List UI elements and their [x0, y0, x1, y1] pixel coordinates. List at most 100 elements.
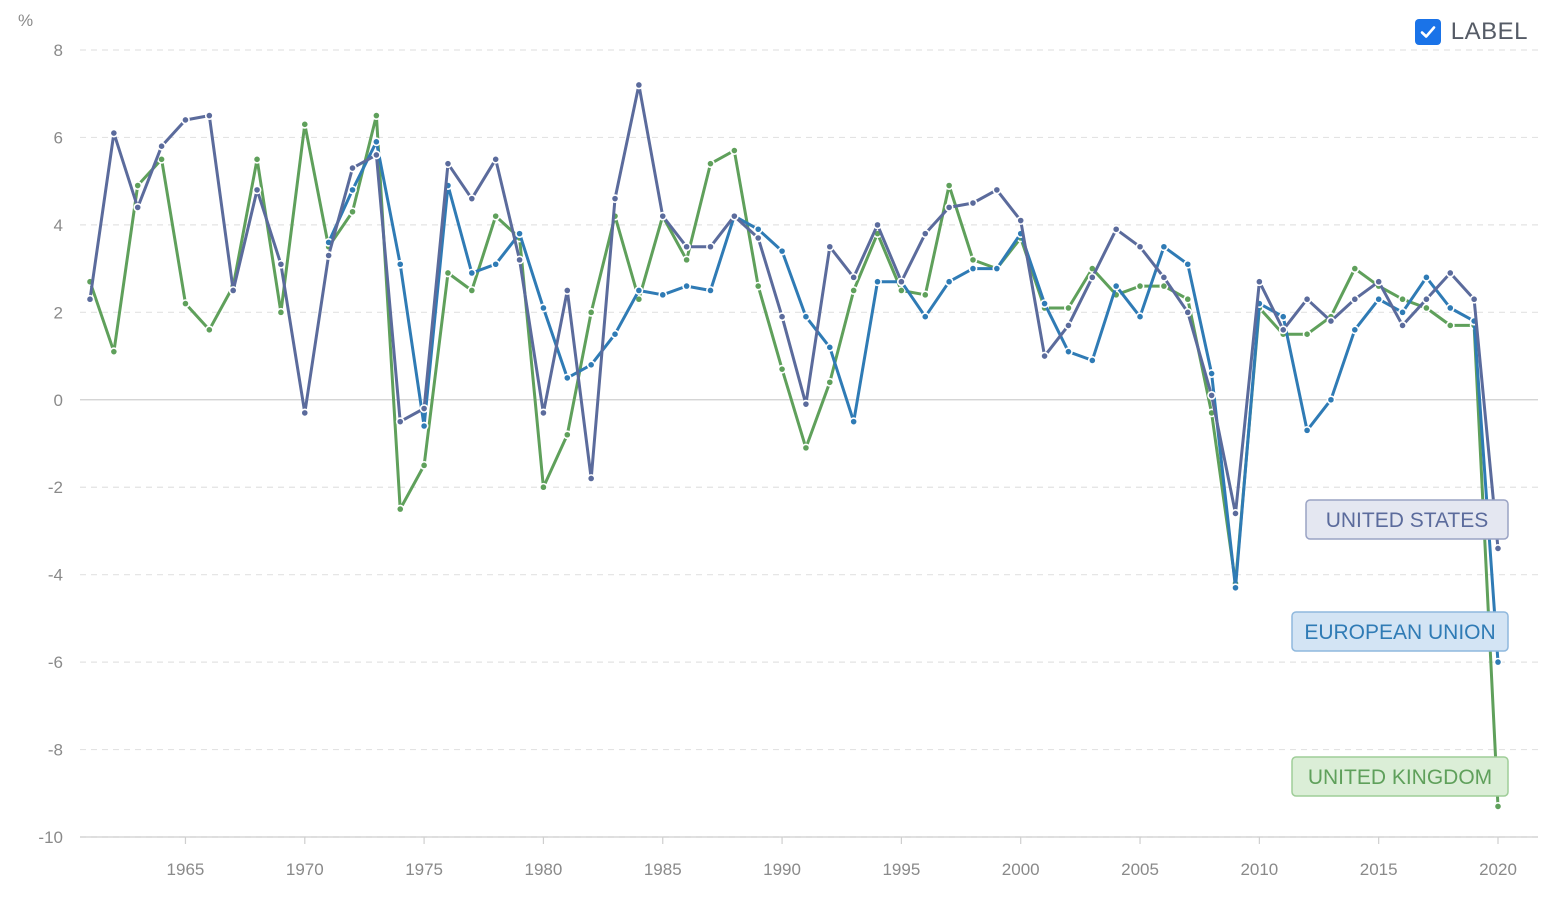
data-point[interactable]	[968, 198, 978, 208]
data-point[interactable]	[467, 268, 477, 278]
data-point[interactable]	[1183, 259, 1193, 269]
data-point[interactable]	[729, 211, 739, 221]
data-point[interactable]	[467, 286, 477, 295]
data-point[interactable]	[300, 119, 310, 129]
data-point[interactable]	[276, 307, 286, 317]
data-point[interactable]	[1302, 329, 1312, 339]
data-point[interactable]	[1398, 307, 1407, 317]
data-point[interactable]	[467, 194, 477, 204]
data-point[interactable]	[801, 312, 811, 322]
label-toggle[interactable]: LABEL	[1414, 18, 1528, 46]
data-point[interactable]	[968, 264, 978, 274]
data-point[interactable]	[371, 111, 381, 120]
data-point[interactable]	[133, 202, 143, 212]
data-point[interactable]	[1326, 395, 1336, 405]
data-point[interactable]	[896, 286, 906, 295]
data-point[interactable]	[1183, 307, 1193, 317]
data-point[interactable]	[920, 229, 930, 239]
data-point[interactable]	[1469, 294, 1479, 304]
data-point[interactable]	[658, 290, 668, 300]
data-point[interactable]	[920, 312, 930, 322]
data-point[interactable]	[706, 286, 715, 295]
data-point[interactable]	[753, 281, 763, 291]
data-point[interactable]	[1350, 325, 1360, 335]
data-point[interactable]	[1207, 391, 1217, 400]
data-point[interactable]	[348, 207, 357, 217]
data-point[interactable]	[706, 242, 715, 252]
data-point[interactable]	[348, 163, 357, 173]
data-point[interactable]	[395, 259, 405, 269]
data-point[interactable]	[324, 251, 334, 260]
data-point[interactable]	[944, 202, 954, 212]
data-point[interactable]	[825, 377, 835, 387]
data-point[interactable]	[1445, 321, 1455, 330]
series-label-united-kingdom[interactable]: UNITED KINGDOM	[1291, 756, 1509, 797]
data-point[interactable]	[419, 421, 429, 431]
data-point[interactable]	[1087, 272, 1097, 282]
data-point[interactable]	[658, 211, 668, 221]
data-point[interactable]	[777, 246, 787, 256]
data-point[interactable]	[443, 268, 453, 278]
data-point[interactable]	[252, 185, 262, 195]
data-point[interactable]	[610, 329, 620, 339]
data-point[interactable]	[491, 211, 501, 221]
data-point[interactable]	[1111, 224, 1121, 234]
data-point[interactable]	[1493, 801, 1503, 811]
data-point[interactable]	[1135, 242, 1145, 252]
data-point[interactable]	[1278, 325, 1288, 335]
data-point[interactable]	[896, 277, 906, 287]
data-point[interactable]	[181, 299, 190, 308]
data-point[interactable]	[944, 181, 954, 190]
data-point[interactable]	[706, 159, 715, 169]
data-point[interactable]	[539, 303, 548, 313]
data-point[interactable]	[371, 137, 381, 147]
data-point[interactable]	[849, 417, 859, 427]
data-point[interactable]	[634, 286, 644, 295]
data-point[interactable]	[204, 111, 214, 120]
data-point[interactable]	[920, 290, 930, 300]
data-point[interactable]	[992, 264, 1002, 274]
data-point[interactable]	[1159, 242, 1169, 252]
data-point[interactable]	[515, 255, 524, 265]
series-label-united-states[interactable]: UNITED STATES	[1305, 499, 1509, 540]
data-point[interactable]	[491, 259, 501, 269]
data-point[interactable]	[1135, 281, 1145, 291]
data-point[interactable]	[1159, 281, 1169, 291]
data-point[interactable]	[109, 128, 119, 138]
data-point[interactable]	[515, 229, 524, 239]
data-point[interactable]	[1422, 303, 1431, 313]
data-point[interactable]	[300, 408, 310, 418]
data-point[interactable]	[181, 115, 190, 125]
data-point[interactable]	[1302, 294, 1312, 304]
data-point[interactable]	[1374, 294, 1384, 304]
data-point[interactable]	[348, 185, 357, 195]
data-point[interactable]	[85, 294, 95, 304]
data-point[interactable]	[1493, 657, 1503, 667]
data-point[interactable]	[753, 224, 763, 234]
data-point[interactable]	[1326, 316, 1336, 326]
data-point[interactable]	[395, 417, 405, 427]
data-point[interactable]	[1064, 303, 1073, 313]
data-point[interactable]	[1159, 272, 1169, 282]
data-point[interactable]	[443, 159, 453, 169]
data-point[interactable]	[539, 408, 548, 418]
data-point[interactable]	[491, 154, 501, 164]
data-point[interactable]	[1040, 299, 1049, 308]
data-point[interactable]	[586, 360, 596, 370]
data-point[interactable]	[1445, 303, 1455, 313]
data-point[interactable]	[1183, 294, 1193, 304]
data-point[interactable]	[1493, 544, 1503, 553]
data-point[interactable]	[873, 277, 882, 287]
data-point[interactable]	[109, 347, 119, 357]
data-point[interactable]	[944, 277, 954, 287]
data-point[interactable]	[133, 181, 143, 190]
data-point[interactable]	[682, 255, 692, 265]
data-point[interactable]	[1422, 294, 1431, 304]
data-point[interactable]	[1398, 321, 1407, 330]
data-point[interactable]	[968, 255, 978, 265]
data-point[interactable]	[228, 286, 238, 295]
data-point[interactable]	[562, 373, 572, 383]
data-point[interactable]	[419, 404, 429, 413]
series-label-european-union[interactable]: EUROPEAN UNION	[1291, 611, 1509, 652]
data-point[interactable]	[204, 325, 214, 335]
